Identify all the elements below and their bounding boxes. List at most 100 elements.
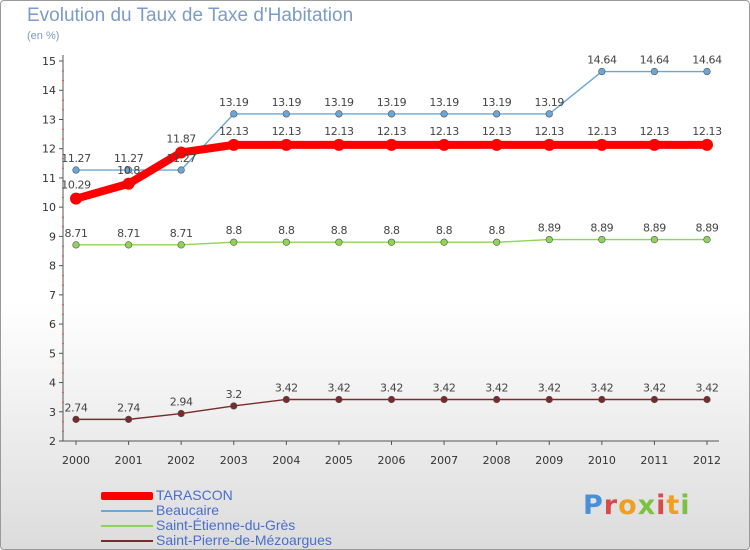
x-tick-label: 2011 [640, 454, 668, 467]
data-point [650, 395, 659, 404]
chart-title: Evolution du Taux de Taxe d'Habitation [27, 5, 354, 26]
data-point [648, 138, 661, 151]
data-label: 13.19 [272, 96, 302, 109]
data-point [387, 395, 396, 404]
data-point [650, 236, 659, 244]
y-minor-tick [62, 157, 64, 160]
data-label: 3.42 [643, 381, 666, 394]
legend-label: Saint-Pierre-de-Mézoargues [156, 532, 332, 548]
data-point [440, 395, 448, 404]
data-label: 13.19 [429, 96, 459, 109]
data-point [124, 166, 133, 174]
data-point [440, 110, 448, 118]
data-point [175, 146, 188, 159]
logo-letter: r [603, 490, 619, 521]
data-point [545, 110, 553, 118]
y-minor-tick [62, 333, 64, 335]
data-point [282, 238, 290, 246]
data-point [230, 402, 238, 410]
data-label: 8.71 [65, 227, 88, 240]
logo-letter: P [583, 490, 604, 521]
data-label: 12.13 [535, 125, 565, 138]
x-tick-label: 2007 [430, 454, 458, 467]
data-point [387, 110, 396, 118]
data-point [72, 166, 80, 174]
y-minor-tick [62, 245, 64, 248]
legend-label: Beaucaire [156, 502, 220, 518]
data-label: 13.19 [377, 96, 407, 109]
y-minor-tick [62, 196, 64, 199]
data-point [440, 238, 448, 246]
chart-subtitle: (en %) [27, 30, 60, 42]
data-label: 12.13 [429, 125, 459, 138]
data-label: 13.19 [482, 96, 512, 109]
data-point [493, 238, 501, 246]
data-point [493, 110, 501, 118]
y-minor-tick [62, 391, 64, 394]
data-point [177, 241, 185, 249]
x-tick-label: 2004 [272, 454, 300, 467]
y-tick-label: 3 [49, 406, 56, 419]
data-label: 12.13 [692, 125, 722, 138]
data-point [70, 192, 82, 205]
data-point [598, 395, 606, 404]
data-label: 12.13 [640, 125, 670, 138]
data-label: 3.42 [485, 381, 508, 394]
y-minor-tick [62, 313, 64, 316]
data-label: 3.42 [433, 381, 456, 394]
y-tick-label: 14 [42, 84, 56, 97]
y-minor-tick [62, 430, 64, 433]
y-minor-tick [62, 79, 64, 82]
data-label: 13.19 [324, 96, 354, 109]
data-point [545, 395, 553, 404]
data-point [177, 409, 185, 418]
y-minor-tick [62, 371, 64, 374]
data-point [438, 138, 451, 151]
data-point [177, 166, 185, 174]
data-label: 12.13 [272, 125, 302, 138]
data-label: 3.42 [538, 381, 561, 394]
data-point [230, 238, 238, 246]
data-point [385, 138, 398, 151]
data-point [595, 138, 608, 151]
data-label: 12.13 [219, 125, 249, 138]
y-tick-label: 9 [49, 230, 56, 243]
data-point [335, 238, 343, 246]
data-label: 8.8 [383, 224, 400, 237]
y-minor-tick [62, 99, 64, 102]
data-label: 3.42 [590, 381, 613, 394]
y-minor-tick [62, 342, 64, 345]
data-point [124, 415, 133, 423]
data-point [703, 395, 711, 404]
data-point [543, 138, 556, 151]
y-minor-tick [62, 216, 64, 218]
y-minor-tick [62, 186, 64, 189]
data-label: 10.8 [117, 164, 140, 177]
data-label: 14.64 [587, 54, 617, 67]
data-label: 2.74 [65, 401, 88, 414]
y-minor-tick [62, 167, 64, 170]
y-tick-label: 11 [42, 172, 56, 185]
data-point [703, 236, 711, 244]
data-point [280, 138, 293, 151]
data-label: 3.42 [696, 381, 719, 394]
data-label: 11.27 [61, 152, 91, 165]
data-point [387, 238, 396, 246]
axes: 2 3 4 5 6 7 8 9 10 11 12 13 14 15 2000 2001 2002 2003 2004… [42, 55, 721, 467]
legend-swatch [101, 492, 153, 500]
data-point [227, 138, 240, 151]
y-minor-tick [62, 362, 64, 365]
data-label: 8.8 [226, 224, 243, 237]
y-minor-tick [62, 70, 64, 72]
data-label: 12.13 [482, 125, 512, 138]
data-point [122, 177, 135, 190]
data-label: 3.2 [226, 388, 242, 401]
data-point [230, 110, 238, 118]
data-label: 12.13 [324, 125, 354, 138]
y-tick-label: 6 [49, 318, 56, 331]
data-label: 8.71 [117, 227, 140, 240]
data-label: 13.19 [219, 96, 249, 109]
proxiti-logo: Proxiti [583, 490, 691, 521]
series-points [70, 67, 713, 423]
y-tick-label: 2 [49, 435, 56, 448]
